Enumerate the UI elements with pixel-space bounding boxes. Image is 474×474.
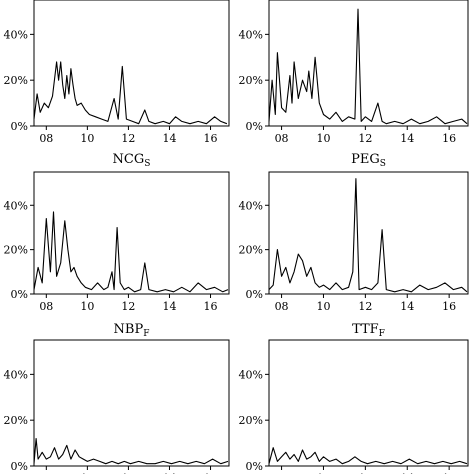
y-tick-label: 20% [4,244,28,257]
panel-title-main: NCG [113,152,145,167]
x-tick-label: 16 [442,472,456,474]
series-line-0 [268,178,468,293]
x-tick-label: 12 [358,300,372,313]
x-tick-label: 12 [358,132,372,145]
panel-frame [268,171,469,295]
y-tick-label: 0% [246,288,263,301]
y-tick-label: 0% [11,120,28,133]
y-tick-label: 20% [239,244,263,257]
panel-title: PEGS [351,152,386,169]
x-tick-label: 08 [39,300,53,313]
x-tick-label: 10 [316,132,330,145]
x-tick-label: 10 [80,472,94,474]
y-tick-label: 0% [11,288,28,301]
x-tick-label: 10 [80,300,94,313]
panel-title-main: PEG [351,152,380,167]
x-tick-label: 14 [400,300,414,313]
y-tick-label: 20% [4,74,28,87]
x-tick-label: 16 [204,472,218,474]
y-tick-label: 20% [239,74,263,87]
panel-frame [33,171,230,295]
x-tick-label: 08 [275,300,289,313]
panel-frame [268,0,469,127]
x-tick-label: 16 [204,132,218,145]
panel-title-subscript: F [379,329,385,339]
panel-title-main: TTF [352,322,379,337]
y-tick-label: 40% [239,368,263,381]
y-tick-label: 40% [4,28,28,41]
y-tick-label: 40% [4,199,28,212]
series-line-0 [268,8,468,125]
x-tick-label: 08 [275,132,289,145]
x-tick-label: 10 [80,132,94,145]
x-tick-label: 08 [39,472,53,474]
x-tick-label: 10 [316,472,330,474]
y-tick-label: 40% [4,368,28,381]
x-tick-label: 12 [121,132,135,145]
x-tick-label: 12 [358,472,372,474]
x-tick-label: 08 [275,472,289,474]
x-tick-label: 12 [121,300,135,313]
x-tick-label: 16 [204,300,218,313]
x-tick-label: 14 [162,300,176,313]
x-tick-label: 16 [442,300,456,313]
panel-title-subscript: S [380,159,386,169]
y-tick-label: 0% [246,120,263,133]
panel-title: NBPF [114,322,150,339]
y-tick-label: 40% [239,199,263,212]
y-tick-label: 0% [11,460,28,473]
x-tick-label: 12 [121,472,135,474]
x-tick-label: 14 [162,472,176,474]
y-tick-label: 20% [239,414,263,427]
y-tick-label: 40% [239,28,263,41]
x-tick-label: 14 [400,472,414,474]
y-tick-label: 20% [4,414,28,427]
panel-frame [33,339,230,467]
panel-frame [268,339,469,467]
x-tick-label: 14 [400,132,414,145]
panel-title-subscript: S [144,159,150,169]
panel-5: TTFF 0% 20% 40% 08 10 12 14 16 [239,322,469,474]
panel-title-subscript: F [143,329,149,339]
x-tick-label: 08 [39,132,53,145]
panel-title: NCGS [113,152,151,169]
panel-title-main: NBP [114,322,144,337]
panel-4: NBPF 0% 20% 40% 08 10 12 14 16 [4,322,230,474]
series-line-0 [33,61,228,125]
series-line-0 [33,211,229,293]
panel-title: TTFF [352,322,385,339]
series-line-0 [268,447,468,465]
panel-2: NCGS 0% 20% 40% 08 10 12 14 16 [4,152,230,313]
x-tick-label: 10 [316,300,330,313]
panel-3: PEGS 0% 20% 40% 08 10 12 14 16 [239,152,469,313]
series-line-0 [33,437,229,465]
x-tick-label: 14 [162,132,176,145]
y-tick-label: 0% [246,460,263,473]
panel-frame [33,0,230,127]
x-tick-label: 16 [442,132,456,145]
